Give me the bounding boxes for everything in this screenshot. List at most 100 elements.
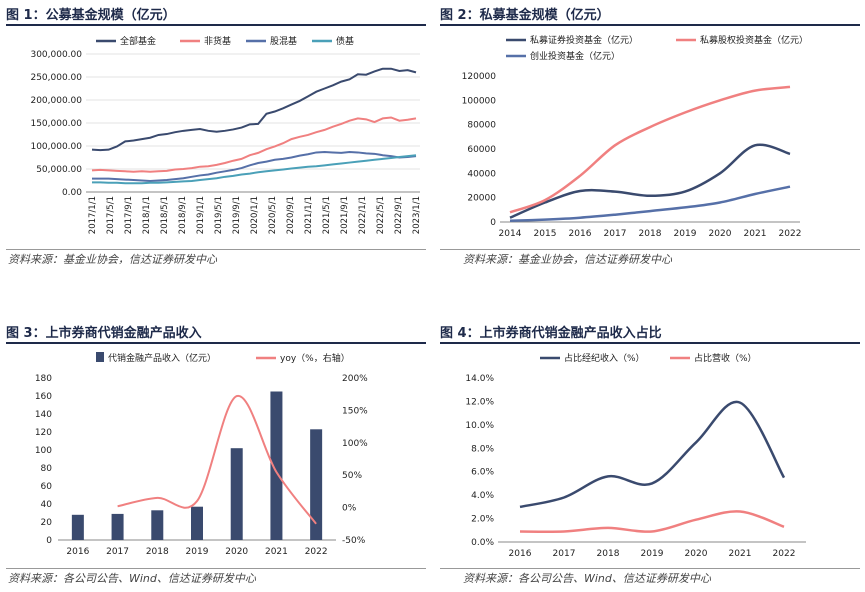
x-tick-label: 2020/1/1 xyxy=(250,196,260,234)
bar xyxy=(270,391,283,540)
x-tick-label: 2021 xyxy=(265,547,288,557)
x-tick-label: 2014 xyxy=(499,229,522,239)
legend-label: 代销金融产品收入（亿元） xyxy=(108,352,216,364)
y2-tick-label: -50% xyxy=(342,536,366,546)
figure-1-rule xyxy=(6,24,426,26)
y-tick-label: 100000 xyxy=(462,96,497,106)
figure-1-bottom-rule xyxy=(6,249,426,250)
y-tick-label: 12.0% xyxy=(465,397,494,407)
x-tick-label: 2021/9/1 xyxy=(340,196,350,234)
x-tick-label: 2019/5/1 xyxy=(214,196,224,234)
figure-1-title: 图 1：公募基金规模（亿元） xyxy=(6,8,176,23)
series-line xyxy=(509,143,791,219)
bar xyxy=(230,448,243,540)
y-tick-label: 8.0% xyxy=(471,444,494,454)
x-tick-label: 2022 xyxy=(779,229,802,239)
bar xyxy=(191,506,203,540)
figure-3-source: 资料来源：各公司公告、Wind、信达证券研发中心 xyxy=(8,572,256,585)
x-tick-label: 2019 xyxy=(641,549,664,559)
x-tick-label: 2016 xyxy=(569,229,592,239)
y-tick-label: 80000 xyxy=(467,121,496,131)
y-tick-label: 0.0% xyxy=(471,538,494,548)
y-tick-label: 40000 xyxy=(467,169,496,179)
bar xyxy=(151,510,164,540)
legend-label: 私募股权投资基金（亿元） xyxy=(700,34,808,46)
x-tick-label: 2021 xyxy=(729,549,752,559)
y-tick-label: 14.0% xyxy=(465,374,494,384)
figure-2-bottom-rule xyxy=(440,249,860,250)
figure-2-title: 图 2：私募基金规模（亿元） xyxy=(440,8,610,23)
figure-3-rule xyxy=(6,342,426,344)
bar xyxy=(71,514,84,540)
x-tick-label: 2020/5/1 xyxy=(268,196,278,234)
series-line xyxy=(91,116,417,173)
y-tick-label: 60 xyxy=(41,482,53,492)
x-tick-label: 2021/5/1 xyxy=(322,196,332,234)
x-tick-label: 2022/5/1 xyxy=(376,196,386,234)
x-tick-label: 2020 xyxy=(709,229,732,239)
x-tick-label: 2020 xyxy=(225,547,248,557)
legend-label: 全部基金 xyxy=(120,35,156,47)
x-tick-label: 2019/9/1 xyxy=(232,196,242,234)
sales-revenue-chart: 代销金融产品收入（亿元） yoy（%，右轴） 0 20 40 60 80 100 120 140 1… xyxy=(35,352,368,557)
legend-label: 私募证券投资基金（亿元） xyxy=(530,34,638,46)
y-tick-label: 0 xyxy=(46,536,52,546)
figure-3-bottom-rule xyxy=(6,568,426,569)
x-tick-label: 2022/9/1 xyxy=(394,196,404,234)
legend-swatch xyxy=(96,352,104,362)
figure-2-rule xyxy=(440,24,860,26)
figure-4-bottom-rule xyxy=(440,568,860,569)
y2-tick-label: 0% xyxy=(342,504,357,514)
series-line xyxy=(91,67,417,152)
sales-revenue-share-chart: 占比经纪收入（%） 占比营收（%） 0.0% 2.0% 4.0% 6.0% 8.0% 10.0… xyxy=(465,352,806,559)
y-tick-label: 300,000.00 xyxy=(30,50,82,60)
legend-label: 创业投资基金（亿元） xyxy=(530,50,620,62)
x-tick-label: 2018 xyxy=(597,549,620,559)
y-tick-label: 4.0% xyxy=(471,491,494,501)
x-tick-label: 2016 xyxy=(509,549,532,559)
y2-tick-label: 150% xyxy=(342,406,368,416)
bar xyxy=(111,513,124,540)
y-tick-label: 140 xyxy=(35,410,52,420)
y-tick-label: 60000 xyxy=(467,145,496,155)
x-tick-label: 2015 xyxy=(534,229,557,239)
x-tick-label: 2018/5/1 xyxy=(160,196,170,234)
y-tick-label: 40 xyxy=(41,500,53,510)
y-tick-label: 80 xyxy=(41,464,53,474)
x-tick-label: 2016 xyxy=(66,547,89,557)
private-fund-scale-chart: 私募证券投资基金（亿元） 私募股权投资基金（亿元） 创业投资基金（亿元） 0 20000… xyxy=(462,34,808,239)
legend-label: 占比经纪收入（%） xyxy=(564,352,645,364)
legend-label: 非货基 xyxy=(204,35,231,47)
x-tick-label: 2017 xyxy=(106,547,129,557)
y2-tick-label: 200% xyxy=(342,374,368,384)
x-tick-label: 2018/9/1 xyxy=(178,196,188,234)
legend-label: 占比营收（%） xyxy=(694,352,757,364)
y-tick-label: 150,000.00 xyxy=(30,119,82,129)
x-tick-label: 2018/1/1 xyxy=(142,196,152,234)
y-tick-label: 120000 xyxy=(462,72,497,82)
x-tick-label: 2020/9/1 xyxy=(286,196,296,234)
figure-3-title: 图 3：上市券商代销金融产品收入 xyxy=(6,326,202,341)
y-tick-label: 120 xyxy=(35,428,52,438)
y-tick-label: 100,000.00 xyxy=(30,142,82,152)
x-tick-label: 2017 xyxy=(553,549,576,559)
y-tick-label: 20000 xyxy=(467,194,496,204)
x-tick-label: 2017 xyxy=(604,229,627,239)
x-tick-label: 2019/1/1 xyxy=(196,196,206,234)
x-tick-label: 2017/9/1 xyxy=(124,196,134,234)
figure-2-source: 资料来源：基金业协会，信达证券研发中心 xyxy=(463,253,672,266)
public-fund-scale-chart: 全部基金 非货基 股混基 债基 0.00 50,000.00 100,000.00 150,0… xyxy=(30,35,422,234)
figure-4-source: 资料来源：各公司公告、Wind、信达证券研发中心 xyxy=(463,572,711,585)
x-tick-label: 2019 xyxy=(186,547,209,557)
x-tick-label: 2020 xyxy=(685,549,708,559)
series-line xyxy=(509,85,791,214)
x-tick-label: 2022 xyxy=(305,547,328,557)
figure-1-source: 资料来源：基金业协会，信达证券研发中心 xyxy=(8,253,217,266)
x-tick-label: 2018 xyxy=(146,547,169,557)
y-tick-label: 100 xyxy=(35,446,52,456)
x-tick-label: 2021 xyxy=(744,229,767,239)
series-line xyxy=(92,150,417,182)
legend-label: yoy（%，右轴） xyxy=(280,352,350,364)
x-tick-label: 2021/1/1 xyxy=(304,196,314,234)
x-tick-label: 2017/5/1 xyxy=(106,196,116,234)
